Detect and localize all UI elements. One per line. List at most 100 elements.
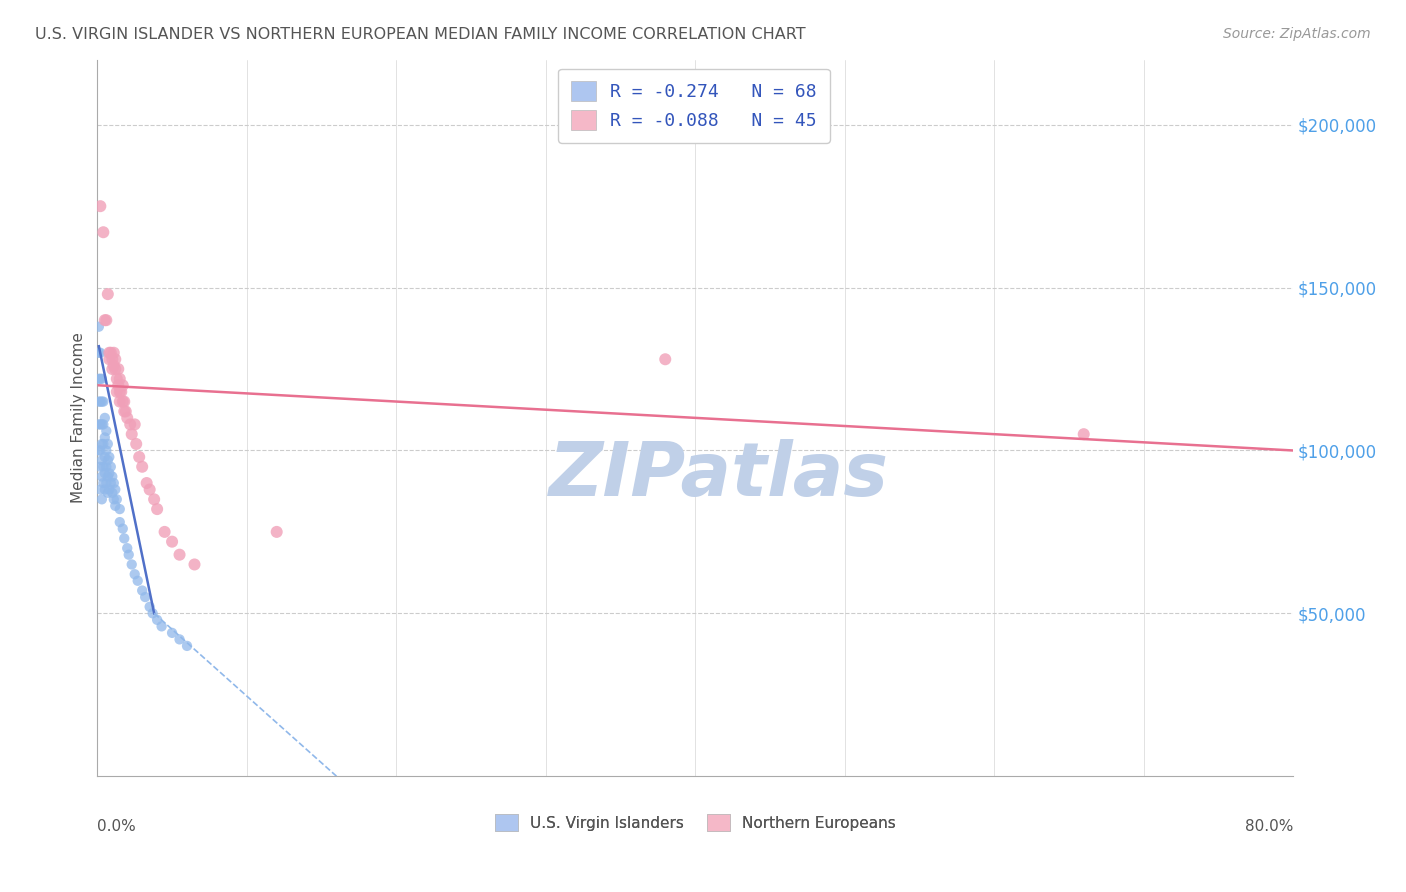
Point [114, 404, 136, 418]
Point [134, 590, 156, 604]
Point [89, 199, 111, 213]
Point [153, 524, 176, 539]
Point [94, 313, 117, 327]
Point [169, 632, 191, 647]
Point [103, 345, 125, 359]
Legend: U.S. Virgin Islanders, Northern Europeans: U.S. Virgin Islanders, Northern European… [485, 805, 904, 840]
Point [138, 483, 160, 497]
Point [111, 522, 134, 536]
Point [101, 362, 124, 376]
Point [90, 372, 112, 386]
Point [94, 450, 117, 464]
Point [183, 558, 205, 572]
Point [104, 499, 127, 513]
Point [98, 483, 121, 497]
Point [90, 417, 112, 432]
Point [103, 492, 125, 507]
Point [143, 492, 166, 507]
Point [91, 394, 114, 409]
Point [115, 410, 138, 425]
Point [108, 384, 131, 399]
Point [108, 372, 131, 386]
Point [100, 459, 122, 474]
Point [89, 443, 111, 458]
Point [107, 378, 129, 392]
Point [169, 548, 191, 562]
Point [104, 483, 127, 497]
Point [96, 459, 118, 474]
Point [100, 345, 122, 359]
Point [98, 467, 121, 481]
Point [111, 378, 134, 392]
Point [90, 469, 112, 483]
Point [101, 485, 124, 500]
Point [105, 384, 128, 399]
Y-axis label: Median Family Income: Median Family Income [72, 333, 86, 503]
Point [101, 469, 124, 483]
Point [128, 450, 150, 464]
Point [90, 492, 112, 507]
Point [112, 394, 135, 409]
Point [94, 467, 117, 481]
Point [107, 362, 129, 376]
Point [97, 287, 120, 301]
Point [87, 417, 110, 432]
Point [118, 548, 141, 562]
Point [121, 558, 143, 572]
Point [108, 502, 131, 516]
Point [115, 541, 138, 556]
Point [150, 619, 173, 633]
Point [97, 485, 120, 500]
Text: 0.0%: 0.0% [97, 819, 136, 834]
Point [112, 404, 135, 418]
Point [91, 437, 114, 451]
Point [87, 372, 110, 386]
Point [111, 394, 134, 409]
Point [97, 469, 120, 483]
Point [96, 476, 118, 491]
Point [97, 453, 120, 467]
Point [91, 225, 114, 239]
Point [91, 459, 114, 474]
Point [87, 394, 110, 409]
Text: U.S. VIRGIN ISLANDER VS NORTHERN EUROPEAN MEDIAN FAMILY INCOME CORRELATION CHART: U.S. VIRGIN ISLANDER VS NORTHERN EUROPEA… [35, 27, 806, 42]
Point [103, 476, 125, 491]
Point [96, 313, 118, 327]
Point [160, 534, 183, 549]
Point [89, 483, 111, 497]
Point [89, 394, 111, 409]
Point [89, 345, 111, 359]
Text: 80.0%: 80.0% [1244, 819, 1294, 834]
Point [108, 515, 131, 529]
Point [135, 476, 157, 491]
Point [100, 476, 122, 491]
Point [87, 345, 110, 359]
Point [120, 417, 142, 432]
Point [112, 532, 135, 546]
Point [91, 476, 114, 491]
Point [94, 483, 117, 497]
Point [127, 574, 149, 588]
Point [98, 450, 121, 464]
Point [97, 437, 120, 451]
Point [98, 345, 121, 359]
Point [121, 427, 143, 442]
Point [98, 352, 121, 367]
Point [138, 599, 160, 614]
Point [90, 453, 112, 467]
Point [96, 424, 118, 438]
Text: ZIPatlas: ZIPatlas [550, 439, 889, 512]
Point [1073, 427, 1095, 442]
Point [91, 417, 114, 432]
Point [146, 613, 169, 627]
Point [96, 443, 118, 458]
Point [110, 384, 132, 399]
Point [87, 319, 110, 334]
Point [124, 567, 146, 582]
Point [124, 417, 146, 432]
Point [266, 524, 288, 539]
Point [176, 639, 198, 653]
Point [90, 394, 112, 409]
Point [125, 437, 148, 451]
Point [105, 372, 128, 386]
